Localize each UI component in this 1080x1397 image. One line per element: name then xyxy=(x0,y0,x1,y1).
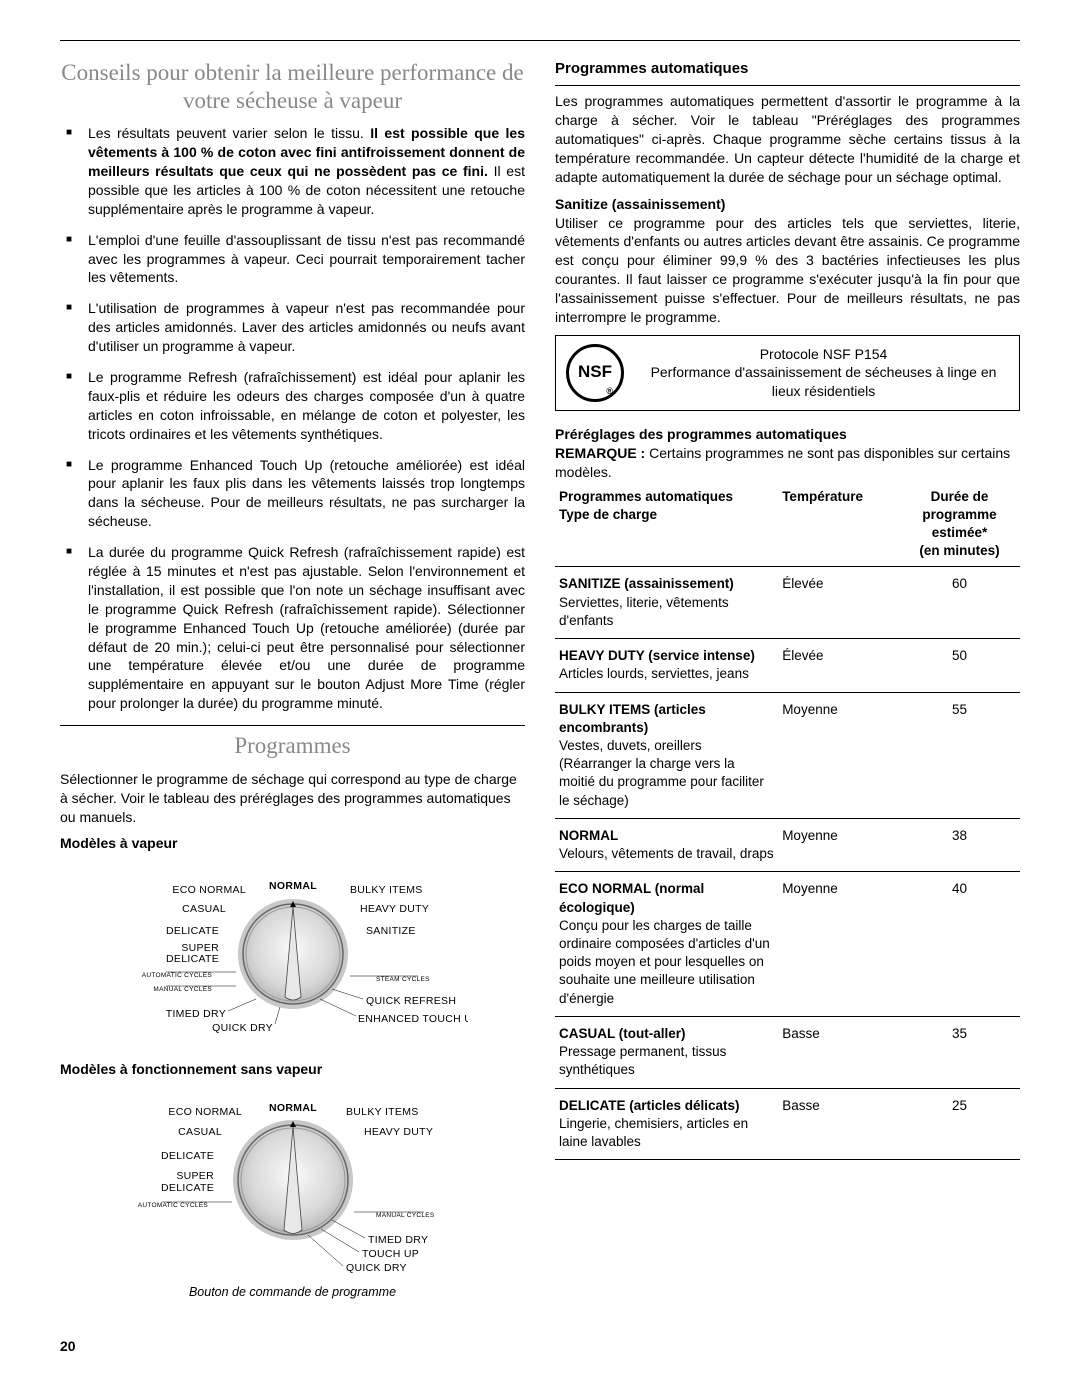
dial-steam: NORMAL ECO NORMAL BULKY ITEMS CASUAL HEA… xyxy=(60,859,525,1044)
nsf-box: NSF Protocole NSF P154 Performance d'ass… xyxy=(555,335,1020,411)
tip-item: La durée du programme Quick Refresh (raf… xyxy=(88,543,525,713)
table-row: DELICATE (articles délicats)Lingerie, ch… xyxy=(555,1088,1020,1160)
nsf-line2: Performance d'assainissement de sécheuse… xyxy=(638,363,1009,401)
tip-item: L'utilisation de programmes à vapeur n'e… xyxy=(88,299,525,356)
dial-caption: Bouton de commande de programme xyxy=(60,1284,525,1301)
svg-text:QUICK DRY: QUICK DRY xyxy=(212,1022,273,1034)
svg-text:QUICK REFRESH: QUICK REFRESH xyxy=(366,995,456,1007)
tip-item: L'emploi d'une feuille d'assouplissant d… xyxy=(88,231,525,288)
svg-text:DELICATE: DELICATE xyxy=(166,925,219,937)
table-row: NORMALVelours, vêtements de travail, dra… xyxy=(555,818,1020,871)
svg-text:CASUAL: CASUAL xyxy=(182,903,226,915)
table-row: ECO NORMAL (normal écologique)Conçu pour… xyxy=(555,872,1020,1017)
svg-text:AUTOMATIC CYCLES: AUTOMATIC CYCLES xyxy=(141,972,212,979)
left-column: Conseils pour obtenir la meilleure perfo… xyxy=(60,53,525,1317)
svg-text:ECO NORMAL: ECO NORMAL xyxy=(172,884,246,896)
svg-text:ENHANCED TOUCH UP: ENHANCED TOUCH UP xyxy=(358,1013,468,1025)
dial1-title: Modèles à vapeur xyxy=(60,834,525,853)
svg-text:HEAVY DUTY: HEAVY DUTY xyxy=(360,903,429,915)
svg-text:HEAVY DUTY: HEAVY DUTY xyxy=(364,1126,433,1138)
tip-item: Les résultats peuvent varier selon le ti… xyxy=(88,124,525,218)
svg-text:DELICATE: DELICATE xyxy=(161,1182,214,1194)
svg-text:ECO NORMAL: ECO NORMAL xyxy=(168,1106,242,1118)
auto-intro: Les programmes automatiques permettent d… xyxy=(555,92,1020,186)
svg-text:NORMAL: NORMAL xyxy=(269,1102,317,1114)
table-row: BULKY ITEMS (articles encombrants)Vestes… xyxy=(555,692,1020,818)
svg-text:SUPER: SUPER xyxy=(176,1170,214,1182)
presets-note: REMARQUE : Certains programmes ne sont p… xyxy=(555,444,1020,482)
programmes-heading: Programmes xyxy=(60,732,525,760)
table-row: HEAVY DUTY (service intense)Articles lou… xyxy=(555,639,1020,692)
svg-text:TIMED DRY: TIMED DRY xyxy=(368,1234,428,1246)
svg-text:STEAM CYCLES: STEAM CYCLES xyxy=(376,976,430,983)
svg-text:DELICATE: DELICATE xyxy=(166,953,219,965)
dial-nosteam: NORMAL ECO NORMAL BULKY ITEMS CASUAL HEA… xyxy=(60,1085,525,1301)
table-row: SANITIZE (assainissement)Serviettes, lit… xyxy=(555,567,1020,639)
svg-text:DELICATE: DELICATE xyxy=(161,1150,214,1162)
programmes-intro: Sélectionner le programme de séchage qui… xyxy=(60,770,525,827)
programs-table: Programmes automatiques Type de charge T… xyxy=(555,482,1020,1161)
sanitize-title: Sanitize (assainissement) xyxy=(555,195,1020,214)
svg-text:CASUAL: CASUAL xyxy=(178,1126,222,1138)
tips-list: Les résultats peuvent varier selon le ti… xyxy=(60,124,525,713)
svg-text:NORMAL: NORMAL xyxy=(269,880,317,892)
svg-text:QUICK DRY: QUICK DRY xyxy=(346,1262,407,1274)
svg-text:TOUCH UP: TOUCH UP xyxy=(362,1248,419,1260)
svg-text:BULKY ITEMS: BULKY ITEMS xyxy=(350,884,423,896)
divider xyxy=(60,725,525,726)
svg-text:TIMED DRY: TIMED DRY xyxy=(165,1008,225,1020)
svg-text:AUTOMATIC CYCLES: AUTOMATIC CYCLES xyxy=(137,1202,208,1209)
tips-heading: Conseils pour obtenir la meilleure perfo… xyxy=(60,59,525,114)
table-row: CASUAL (tout-aller)Pressage permanent, t… xyxy=(555,1016,1020,1088)
right-column: Programmes automatiques Les programmes a… xyxy=(555,53,1020,1317)
svg-text:BULKY ITEMS: BULKY ITEMS xyxy=(346,1106,419,1118)
svg-text:MANUAL CYCLES: MANUAL CYCLES xyxy=(376,1212,435,1219)
nsf-line1: Protocole NSF P154 xyxy=(638,345,1009,364)
tip-item: Le programme Enhanced Touch Up (retouche… xyxy=(88,456,525,532)
dial2-title: Modèles à fonctionnement sans vapeur xyxy=(60,1060,525,1079)
presets-title: Préréglages des programmes automatiques xyxy=(555,425,1020,444)
page-number: 20 xyxy=(60,1337,1020,1356)
top-rule xyxy=(60,40,1020,41)
sanitize-text: Utiliser ce programme pour des articles … xyxy=(555,214,1020,327)
nsf-logo-icon: NSF xyxy=(566,344,624,402)
svg-text:MANUAL CYCLES: MANUAL CYCLES xyxy=(153,986,212,993)
tip-item: Le programme Refresh (rafraîchissement) … xyxy=(88,368,525,444)
svg-text:SANITIZE: SANITIZE xyxy=(366,925,416,937)
auto-title: Programmes automatiques xyxy=(555,59,1020,79)
